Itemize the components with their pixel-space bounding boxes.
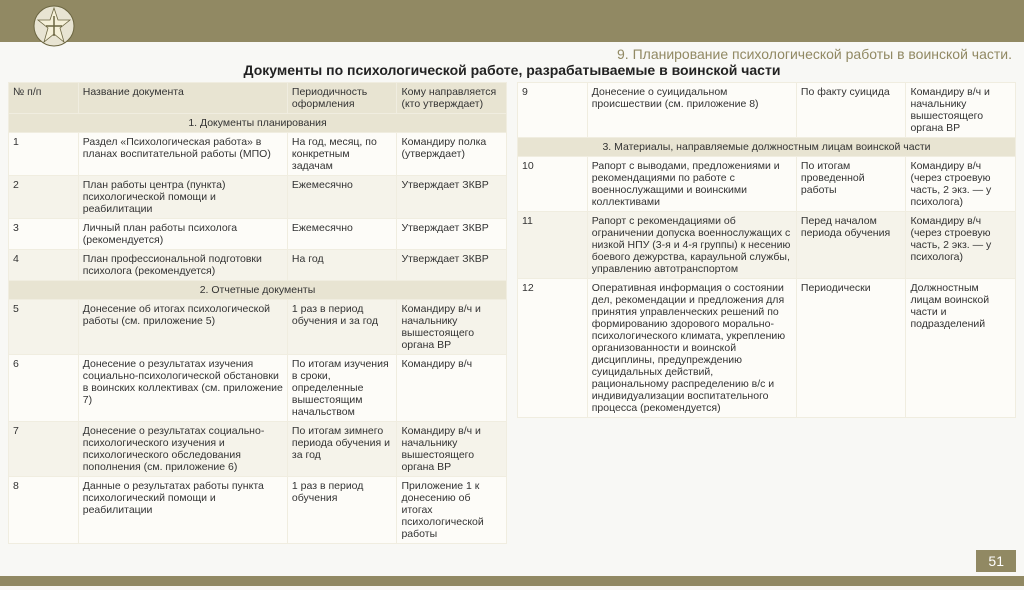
right-table: 9Донесение о суицидальном происшествии (… <box>517 82 1016 418</box>
col-num: № п/п <box>9 83 79 114</box>
page-number: 51 <box>976 550 1016 572</box>
content-area: № п/п Название документа Периодичность о… <box>0 80 1024 544</box>
table-row: 8Данные о результатах работы пункта псих… <box>9 477 507 544</box>
table-row: 6Донесение о результатах изучения социал… <box>9 355 507 422</box>
table-row: 10Рапорт с выводами, предложениями и рек… <box>518 157 1016 212</box>
table-row: 11Рапорт с рекомендациями об ограничении… <box>518 212 1016 279</box>
col-period: Периодичность оформления <box>287 83 397 114</box>
footer-bar <box>0 576 1024 586</box>
col-name: Название документа <box>78 83 287 114</box>
table-row: 9Донесение о суицидальном происшествии (… <box>518 83 1016 138</box>
right-column: 9Донесение о суицидальном происшествии (… <box>517 82 1016 544</box>
table-row: 1Раздел «Психологическая работа» в плана… <box>9 133 507 176</box>
section-3: 3. Материалы, направляемые должностным л… <box>518 138 1016 157</box>
table-header-row: № п/п Название документа Периодичность о… <box>9 83 507 114</box>
header-bar <box>0 0 1024 42</box>
table-row: 3Личный план работы психолога (рекоменду… <box>9 219 507 250</box>
left-column: № п/п Название документа Периодичность о… <box>8 82 507 544</box>
table-row: 12Оперативная информация о состоянии дел… <box>518 279 1016 418</box>
section-2: 2. Отчетные документы <box>9 281 507 300</box>
section-1: 1. Документы планирования <box>9 114 507 133</box>
col-who: Кому направляется (кто утверждает) <box>397 83 507 114</box>
table-row: 2План работы центра (пункта) психологиче… <box>9 176 507 219</box>
slide-title: 9. Планирование психологической работы в… <box>0 42 1024 62</box>
table-row: 5Донесение об итогах психологической раб… <box>9 300 507 355</box>
table-row: 4План профессиональной подготовки психол… <box>9 250 507 281</box>
table-row: 7Донесение о результатах социально-психо… <box>9 422 507 477</box>
subtitle: Документы по психологической работе, раз… <box>0 62 1024 78</box>
left-table: № п/п Название документа Периодичность о… <box>8 82 507 544</box>
